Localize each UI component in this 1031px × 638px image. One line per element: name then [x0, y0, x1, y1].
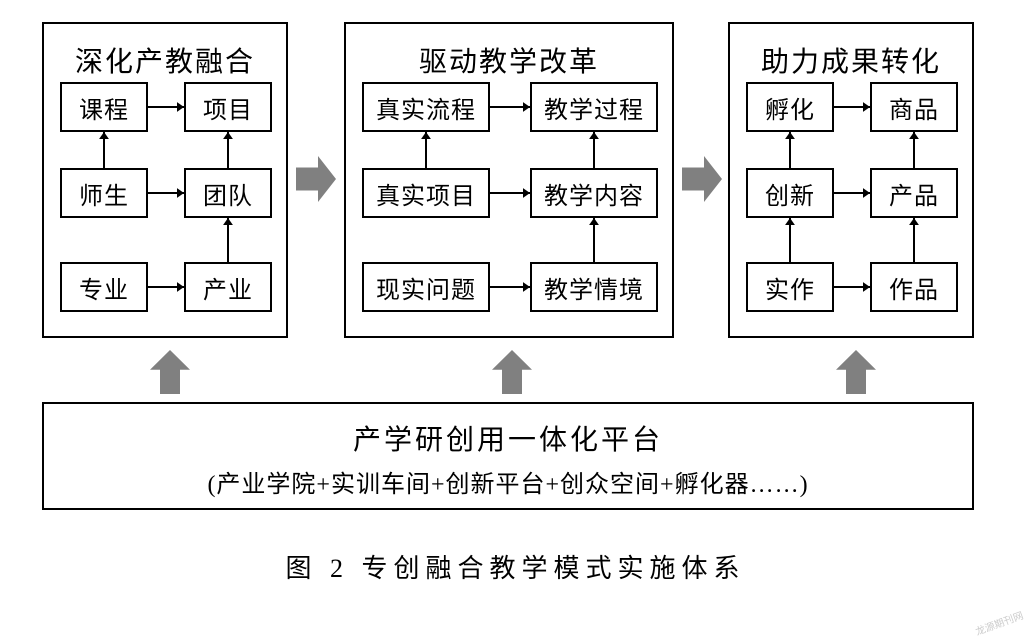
node-incubation: 孵化 — [746, 82, 834, 132]
node-commodity: 商品 — [870, 82, 958, 132]
node-real-problem: 现实问题 — [362, 262, 490, 312]
node-teaching-content: 教学内容 — [530, 168, 658, 218]
panel-left-title: 深化产教融合 — [44, 40, 286, 80]
diagram-canvas: 深化产教融合 驱动教学改革 助力成果转化 课程 项目 师生 团队 专业 产业 真… — [0, 0, 1031, 625]
platform-subtitle: (产业学院+实训车间+创新平台+创众空间+孵化器……) — [52, 464, 964, 499]
node-teaching-process: 教学过程 — [530, 82, 658, 132]
node-project: 项目 — [184, 82, 272, 132]
node-product: 产品 — [870, 168, 958, 218]
node-real-project: 真实项目 — [362, 168, 490, 218]
node-teaching-scenario: 教学情境 — [530, 262, 658, 312]
node-practice: 实作 — [746, 262, 834, 312]
figure-caption: 图 2 专创融合教学模式实施体系 — [0, 548, 1031, 585]
node-real-process: 真实流程 — [362, 82, 490, 132]
platform-box: 产学研创用一体化平台 (产业学院+实训车间+创新平台+创众空间+孵化器……) — [42, 402, 974, 510]
node-team: 团队 — [184, 168, 272, 218]
node-innovation: 创新 — [746, 168, 834, 218]
panel-right-title: 助力成果转化 — [730, 40, 972, 80]
node-industry: 产业 — [184, 262, 272, 312]
node-course: 课程 — [60, 82, 148, 132]
node-major: 专业 — [60, 262, 148, 312]
platform-title: 产学研创用一体化平台 — [52, 418, 964, 458]
watermark: 龙源期刊网 — [973, 607, 1025, 638]
panel-middle-title: 驱动教学改革 — [346, 40, 672, 80]
node-work: 作品 — [870, 262, 958, 312]
node-teachers-students: 师生 — [60, 168, 148, 218]
